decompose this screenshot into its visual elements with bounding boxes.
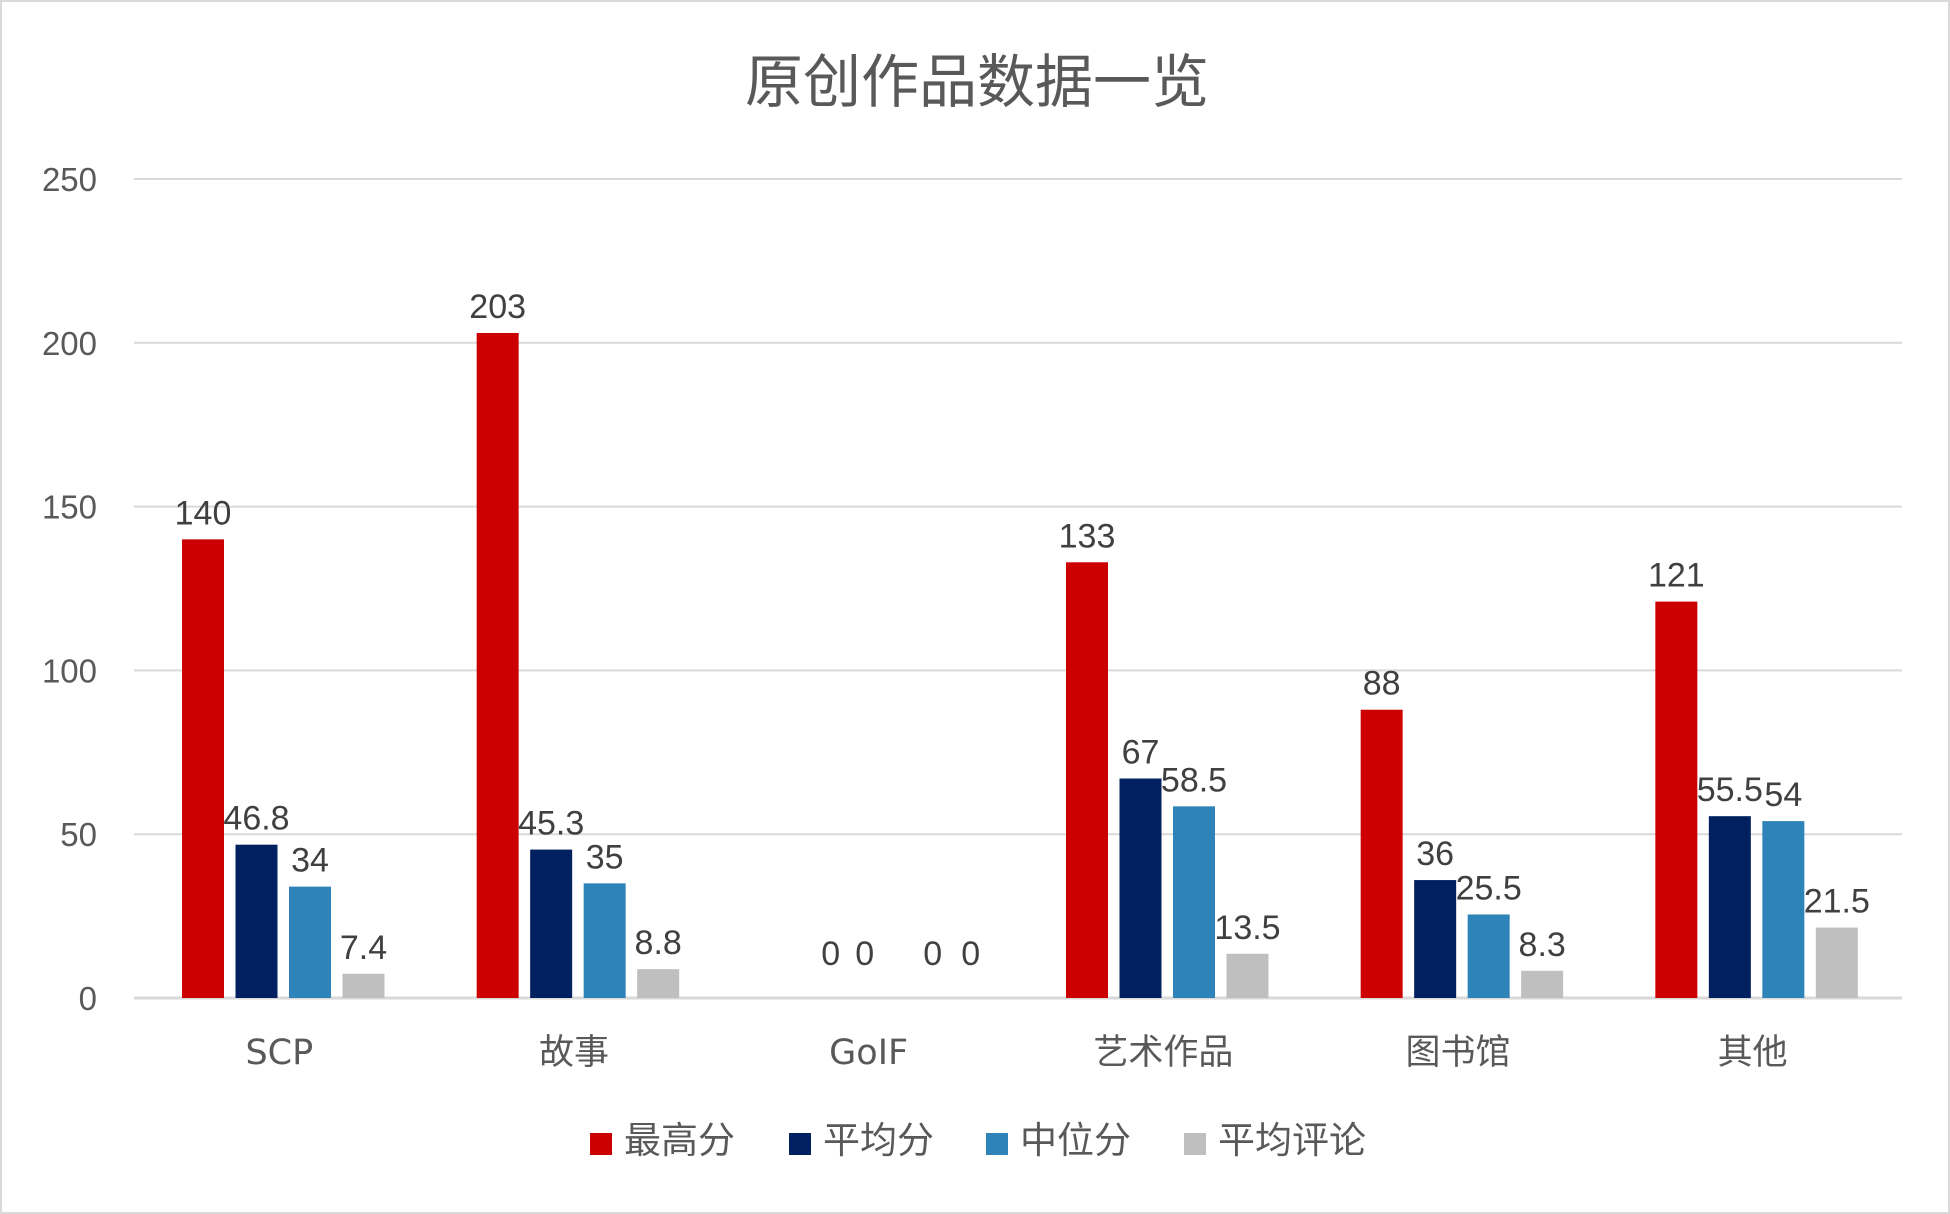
bar [583,883,626,998]
legend-swatch [1184,1133,1206,1155]
y-tick-label: 0 [79,980,97,1017]
legend-swatch [986,1133,1008,1155]
bar [235,844,278,998]
data-label: 203 [469,288,526,326]
data-label: 0 [855,935,874,973]
bar [1226,953,1269,998]
data-label: 25.5 [1456,869,1522,907]
y-tick-label: 150 [42,489,97,526]
y-tick-label: 100 [42,652,97,689]
bar [1655,601,1698,998]
data-label: 21.5 [1804,883,1870,921]
data-label: 13.5 [1214,909,1280,947]
legend-label: 平均分 [823,1119,934,1162]
legend-swatch [590,1133,612,1155]
bar [1815,927,1858,998]
data-label: 35 [586,838,624,876]
data-label: 54 [1764,776,1802,814]
y-tick-label: 50 [60,816,97,853]
bar [530,849,573,998]
data-label: 0 [923,935,942,973]
data-label: 55.5 [1697,771,1763,809]
data-label: 121 [1648,557,1705,595]
legend: 最高分 平均分 中位分 平均评论 [590,1119,1366,1162]
legend-swatch [789,1133,811,1155]
data-label: 7.4 [340,929,387,967]
x-tick-label: GoIF [829,1033,908,1073]
bar [637,969,680,998]
y-tick-label: 200 [42,325,97,362]
data-label: 36 [1416,835,1454,873]
bar [1414,880,1457,998]
x-tick-label: SCP [245,1033,313,1073]
bar [1521,970,1564,998]
x-tick-label: 故事 [539,1033,609,1073]
data-label: 46.8 [223,800,289,838]
data-label: 133 [1059,517,1116,555]
data-label: 8.3 [1519,926,1566,964]
y-tick-label: 250 [42,161,97,198]
bar [1173,806,1215,998]
bar [1066,562,1108,998]
gridlines [134,178,1902,1000]
bar [1467,914,1510,998]
x-tick-label: 其他 [1718,1033,1788,1073]
bar [1762,821,1805,998]
legend-label: 平均评论 [1218,1119,1366,1162]
data-label: 58.5 [1161,761,1227,799]
x-tick-label: 艺术作品 [1093,1033,1233,1073]
legend-label: 中位分 [1020,1119,1131,1162]
bar [342,973,385,998]
data-label: 88 [1363,665,1401,703]
bars [182,332,1858,998]
bar [1119,778,1162,998]
data-label: 0 [961,935,980,973]
x-tick-label: 图书馆 [1405,1033,1510,1073]
bar [182,539,224,998]
bar [476,332,519,998]
legend-label: 最高分 [624,1119,735,1162]
bar [1708,816,1751,998]
x-axis-ticks: SCP 故事 GoIF 艺术作品 图书馆 其他 [245,1033,1787,1073]
data-label: 0 [821,935,840,973]
data-label: 8.8 [635,924,682,962]
data-label: 34 [291,842,329,880]
data-label: 140 [175,494,232,532]
bar [289,886,331,998]
data-label: 45.3 [518,805,584,843]
data-label: 67 [1122,734,1160,772]
y-axis-ticks: 0 50 100 150 200 250 [42,161,97,1017]
bar [1360,709,1403,998]
chart-title: 原创作品数据一览 [745,48,1209,116]
